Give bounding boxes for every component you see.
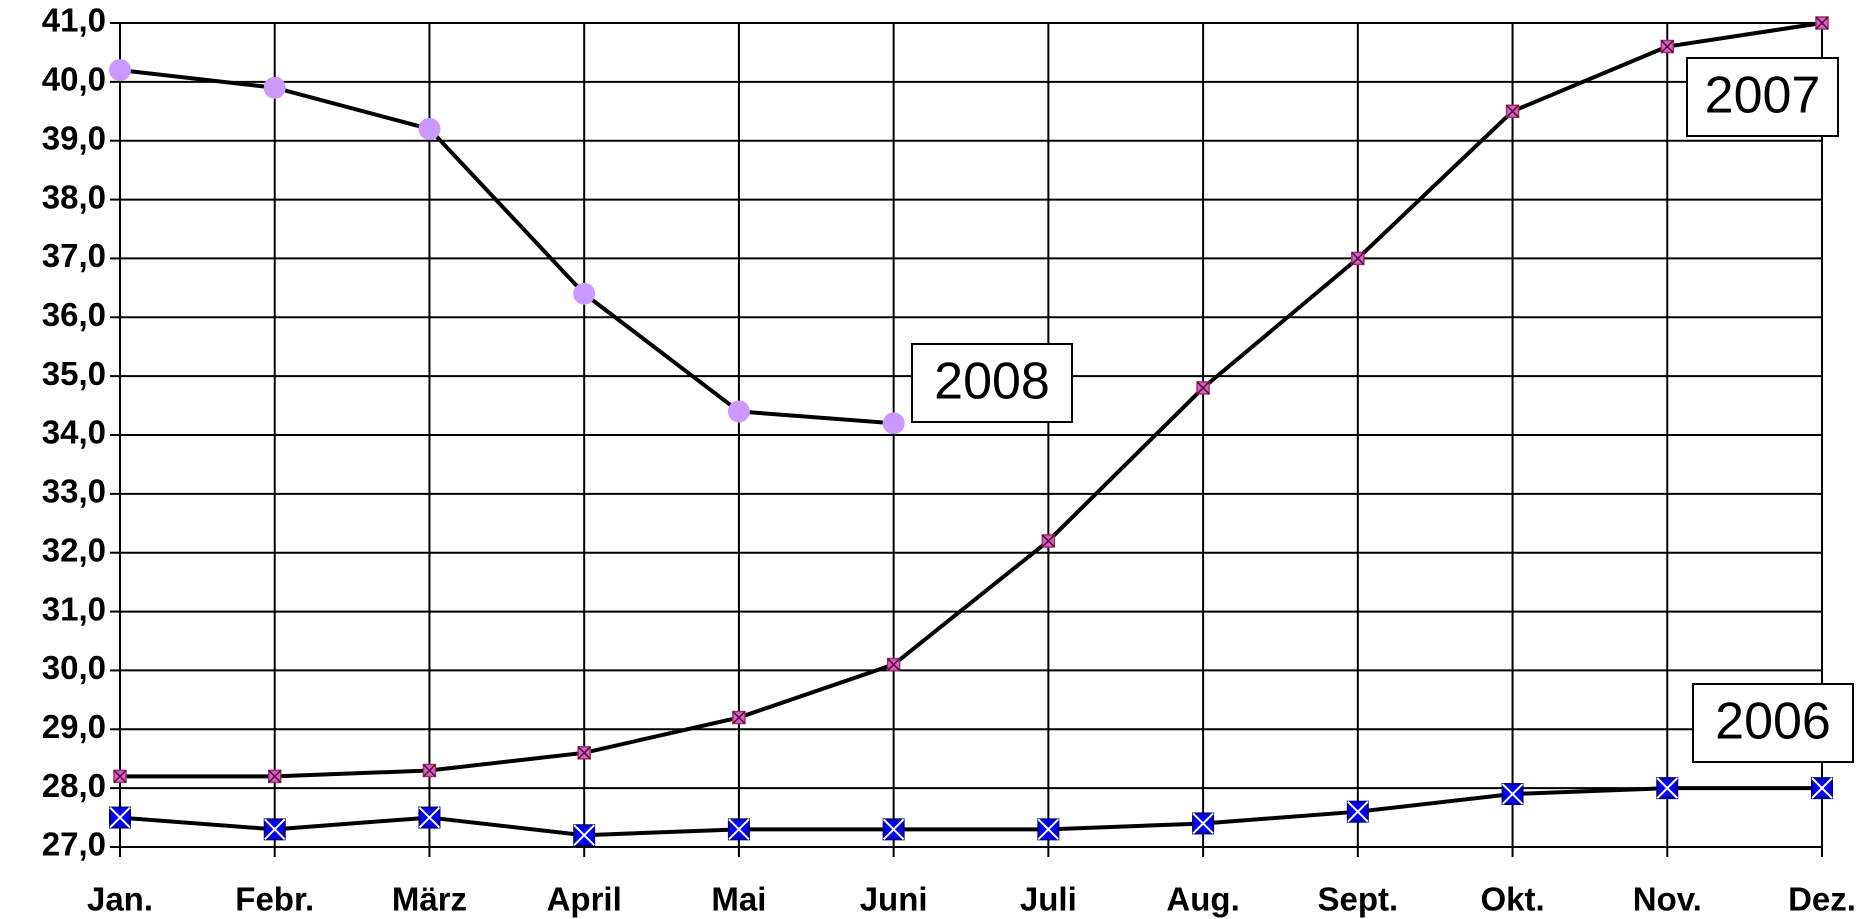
marker-cross xyxy=(887,658,901,672)
x-tick-label: Febr. xyxy=(235,881,314,918)
marker-cross xyxy=(418,806,441,829)
legend-label: 2007 xyxy=(1705,67,1821,125)
x-tick-label: Aug. xyxy=(1166,881,1239,918)
marker-cross xyxy=(113,769,127,783)
series-line xyxy=(119,786,1822,838)
y-tick-label: 37,0 xyxy=(42,237,106,274)
legend-label: 2008 xyxy=(934,353,1050,411)
y-tick-label: 40,0 xyxy=(42,61,106,98)
marker-cross xyxy=(1501,783,1524,805)
marker xyxy=(263,76,286,99)
y-tick-label: 34,0 xyxy=(42,414,106,451)
y-tick-label: 38,0 xyxy=(42,178,106,215)
marker-cross xyxy=(1815,16,1829,30)
marker xyxy=(573,824,596,847)
legend-box xyxy=(1686,57,1839,137)
marker xyxy=(267,769,282,784)
marker-cross xyxy=(882,818,905,841)
marker xyxy=(1656,777,1679,800)
y-tick-label: 36,0 xyxy=(42,296,106,333)
marker-cross xyxy=(1041,534,1055,548)
marker xyxy=(732,710,746,725)
x-tick-label: Dez. xyxy=(1788,881,1856,918)
marker-cross xyxy=(1347,800,1369,823)
marker-cross xyxy=(573,824,595,846)
y-tick-label: 28,0 xyxy=(42,767,106,804)
marker-cross xyxy=(577,746,591,760)
y-tick-label: 39,0 xyxy=(42,119,106,156)
legend-box xyxy=(1692,683,1854,763)
marker xyxy=(109,806,131,829)
x-tick-label: Juni xyxy=(860,881,928,918)
marker xyxy=(577,746,591,760)
x-tick-label: Sept. xyxy=(1317,881,1398,918)
marker xyxy=(418,806,441,829)
marker-cross xyxy=(109,806,131,829)
marker-cross xyxy=(1506,104,1520,118)
y-tick-label: 33,0 xyxy=(42,473,106,510)
marker-cross xyxy=(1196,381,1210,395)
y-tick-label: 41,0 xyxy=(42,2,106,39)
marker xyxy=(882,412,905,435)
y-tick-label: 32,0 xyxy=(42,531,106,568)
marker xyxy=(886,657,901,672)
x-tick-label: Jan. xyxy=(87,881,153,918)
marker xyxy=(573,282,596,305)
marker xyxy=(1811,777,1833,800)
x-tick-label: März xyxy=(392,881,467,918)
marker xyxy=(1196,381,1210,395)
marker xyxy=(113,769,127,784)
x-tick-label: April xyxy=(547,881,622,918)
marker-cross xyxy=(422,763,436,778)
y-tick-label: 31,0 xyxy=(42,590,106,627)
x-tick-label: Mai xyxy=(711,881,766,918)
y-tick-label: 29,0 xyxy=(42,708,106,745)
marker-cross xyxy=(268,769,282,783)
y-tick-label: 27,0 xyxy=(42,826,106,863)
marker xyxy=(1815,16,1829,30)
marker-cross xyxy=(728,818,750,841)
marker-cross xyxy=(1351,251,1365,265)
marker-cross xyxy=(264,818,286,841)
y-tick-label: 35,0 xyxy=(42,355,106,392)
marker xyxy=(1660,39,1675,54)
x-tick-label: Okt. xyxy=(1480,881,1544,918)
marker xyxy=(1037,818,1060,841)
marker-cross xyxy=(732,710,746,725)
marker xyxy=(1192,812,1215,835)
marker-cross xyxy=(1811,777,1833,799)
marker xyxy=(1351,251,1365,266)
marker-cross xyxy=(1192,812,1214,835)
marker xyxy=(1501,783,1524,806)
marker-cross xyxy=(1660,40,1674,54)
marker xyxy=(727,400,750,423)
marker xyxy=(882,818,905,841)
marker xyxy=(109,59,131,82)
legend-box xyxy=(911,343,1073,423)
marker xyxy=(422,763,437,778)
marker xyxy=(727,818,750,841)
marker xyxy=(1041,534,1056,548)
series-line xyxy=(119,68,894,426)
y-tick-label: 30,0 xyxy=(42,649,106,686)
x-tick-label: Nov. xyxy=(1633,881,1702,918)
marker xyxy=(418,117,441,140)
x-tick-label: Juli xyxy=(1020,881,1077,918)
marker xyxy=(263,818,286,841)
legend-label: 2006 xyxy=(1715,693,1831,751)
marker xyxy=(1346,800,1369,823)
marker-cross xyxy=(1037,818,1060,841)
series-line xyxy=(120,21,1823,779)
marker-cross xyxy=(1656,777,1678,799)
marker xyxy=(1505,104,1520,119)
